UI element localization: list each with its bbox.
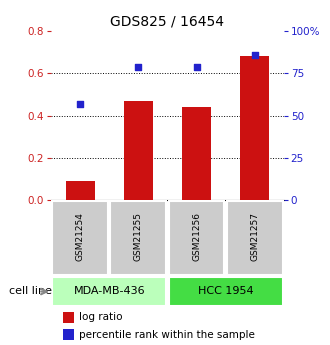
Text: log ratio: log ratio — [79, 313, 122, 322]
Text: GSM21256: GSM21256 — [192, 212, 201, 261]
Bar — [63, 329, 74, 340]
Point — [194, 64, 199, 69]
FancyBboxPatch shape — [227, 201, 282, 275]
FancyBboxPatch shape — [169, 277, 282, 306]
FancyBboxPatch shape — [52, 277, 166, 306]
Text: percentile rank within the sample: percentile rank within the sample — [79, 330, 255, 339]
Bar — [63, 312, 74, 323]
Bar — [124, 101, 153, 200]
Text: GSM21254: GSM21254 — [76, 212, 85, 261]
Point — [136, 64, 141, 69]
FancyBboxPatch shape — [52, 201, 108, 275]
Bar — [240, 57, 269, 200]
Bar — [66, 181, 95, 200]
Point — [78, 101, 83, 107]
Title: GDS825 / 16454: GDS825 / 16454 — [111, 14, 224, 29]
Bar — [182, 107, 211, 200]
FancyBboxPatch shape — [111, 201, 166, 275]
Text: GSM21255: GSM21255 — [134, 212, 143, 261]
Text: cell line: cell line — [9, 286, 52, 296]
FancyBboxPatch shape — [169, 201, 224, 275]
Text: MDA-MB-436: MDA-MB-436 — [74, 286, 145, 296]
Text: GSM21257: GSM21257 — [250, 212, 259, 261]
Text: HCC 1954: HCC 1954 — [198, 286, 253, 296]
Point — [252, 52, 257, 58]
